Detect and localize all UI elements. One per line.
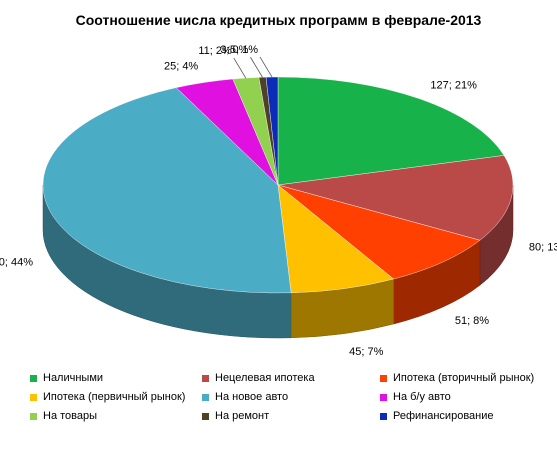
data-label-2: 51; 8% — [455, 315, 489, 327]
data-label-1: 80; 13% — [529, 241, 557, 253]
legend-item-5: На б/у авто — [380, 391, 550, 403]
pie-slice-0 — [277, 76, 505, 186]
legend-label-3: Ипотека (первичный рынок) — [43, 391, 186, 403]
data-label-5: 25; 4% — [164, 60, 198, 72]
legend-item-3: Ипотека (первичный рынок) — [30, 391, 202, 403]
legend-item-2: Ипотека (вторичный рынок) — [380, 372, 550, 384]
legend-swatch-2 — [380, 374, 387, 382]
legend-label-6: На товары — [43, 410, 98, 422]
legend-swatch-8 — [380, 412, 387, 420]
pie-sides — [42, 184, 514, 339]
legend-swatch-5 — [380, 393, 387, 401]
legend-label-8: Рефинансирование — [393, 410, 494, 422]
legend: Наличными Нецелевая ипотека Ипотека (втори… — [30, 372, 550, 422]
pie-slices — [42, 76, 514, 294]
data-label-7: 3; 0% — [220, 44, 248, 56]
pie-slice-1 — [277, 155, 514, 241]
leader-line-7 — [250, 57, 263, 78]
legend-swatch-0 — [30, 374, 37, 382]
legend-swatch-4 — [202, 393, 209, 401]
legend-label-2: Ипотека (вторичный рынок) — [393, 372, 535, 384]
pie-slice-2 — [277, 184, 481, 280]
pie-slice-4 — [42, 87, 292, 294]
legend-swatch-1 — [202, 374, 209, 382]
data-label-4: 270; 44% — [0, 256, 33, 268]
pie-data-labels: 127; 21% 80; 13% 51; 8% 45; 7% 270; 44% 25; 4… — [0, 44, 557, 358]
legend-item-8: Рефинансирование — [380, 410, 550, 422]
legend-item-4: На новое авто — [202, 391, 380, 403]
legend-item-1: Нецелевая ипотека — [202, 372, 380, 384]
legend-label-4: На новое авто — [215, 391, 289, 403]
legend-swatch-6 — [30, 412, 37, 420]
legend-swatch-3 — [30, 393, 37, 401]
leader-line-8 — [259, 56, 273, 78]
legend-label-7: На ремонт — [215, 410, 270, 422]
pie-slice-3 — [277, 184, 395, 294]
legend-item-6: На товары — [30, 410, 202, 422]
legend-label-0: Наличными — [43, 372, 104, 384]
data-label-8: 5; 1% — [230, 44, 258, 56]
data-label-6: 11; 2% — [198, 45, 232, 57]
pie-slice-8 — [265, 76, 279, 186]
legend-item-7: На ремонт — [202, 410, 380, 422]
legend-label-1: Нецелевая ипотека — [215, 372, 315, 384]
legend-item-0: Наличными — [30, 372, 202, 384]
data-label-0: 127; 21% — [430, 79, 477, 91]
leader-line-6 — [233, 57, 247, 79]
legend-swatch-7 — [202, 412, 209, 420]
data-label-3: 45; 7% — [349, 346, 383, 358]
legend-label-5: На б/у авто — [393, 391, 451, 403]
chart-title: Соотношение числа кредитных программ в ф… — [75, 12, 482, 28]
